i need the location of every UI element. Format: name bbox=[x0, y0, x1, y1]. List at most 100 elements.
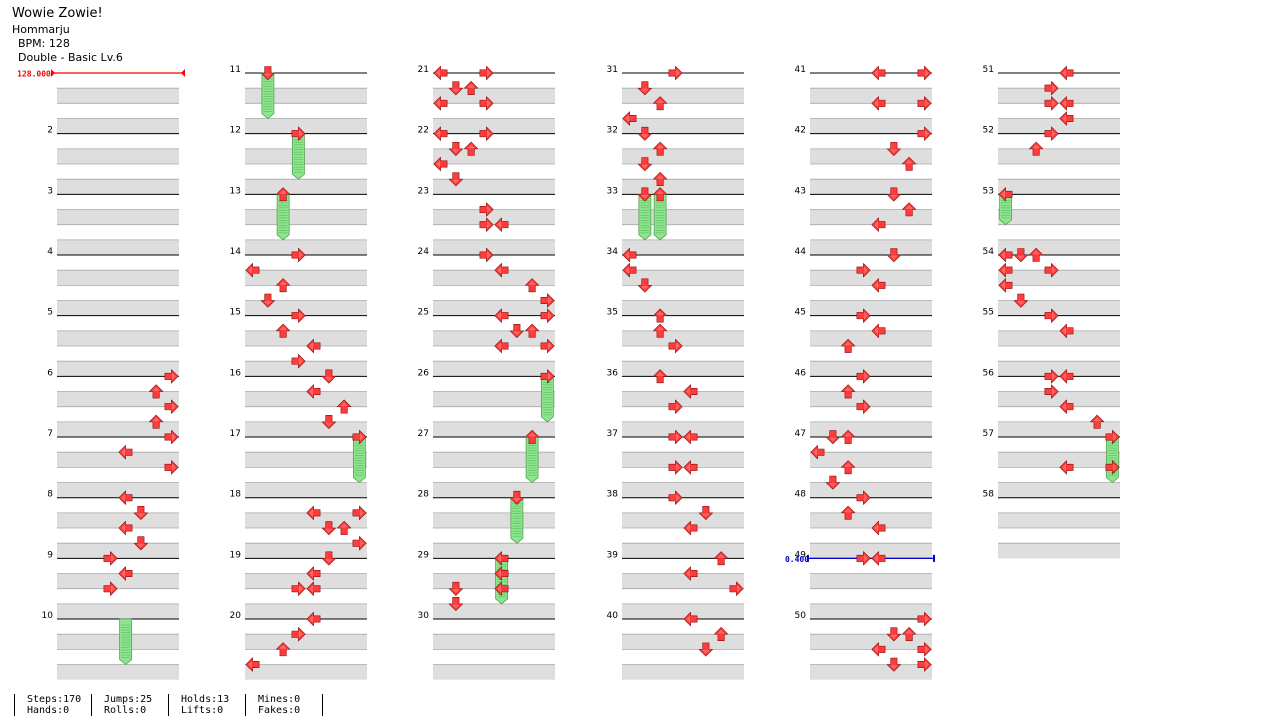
left-arrow-icon bbox=[494, 338, 509, 354]
left-arrow-icon bbox=[622, 111, 637, 126]
left-arrow-icon bbox=[871, 642, 886, 657]
beat-stripe bbox=[998, 482, 1120, 498]
right-arrow-icon bbox=[1044, 96, 1059, 111]
beat-stripe bbox=[57, 209, 179, 225]
up-arrow-icon bbox=[525, 429, 540, 444]
measure bbox=[810, 193, 932, 256]
up-arrow-icon bbox=[653, 308, 668, 323]
right-arrow-icon bbox=[856, 551, 871, 566]
beat-stripe bbox=[810, 452, 932, 468]
measure-number: 47 bbox=[795, 429, 806, 439]
beat-stripe bbox=[998, 270, 1120, 286]
up-arrow-icon bbox=[525, 278, 540, 293]
bpm-marker: 128.000 bbox=[17, 69, 185, 79]
left-arrow-icon bbox=[871, 551, 886, 566]
up-arrow-icon bbox=[653, 96, 668, 111]
song-artist: Hommarju bbox=[12, 23, 70, 36]
right-arrow-icon bbox=[479, 247, 494, 263]
measure bbox=[245, 618, 367, 680]
measure bbox=[810, 375, 932, 438]
measure bbox=[810, 254, 932, 316]
beat-stripe bbox=[810, 391, 932, 407]
beat-stripe bbox=[245, 664, 367, 680]
measure-number: 34 bbox=[607, 247, 619, 257]
up-arrow-icon bbox=[337, 520, 352, 535]
left-arrow-icon bbox=[494, 217, 509, 232]
measure-number: 30 bbox=[418, 611, 430, 621]
down-arrow-icon bbox=[321, 415, 336, 429]
beat-stripe bbox=[810, 664, 932, 680]
up-arrow-icon bbox=[276, 187, 291, 202]
right-arrow-icon bbox=[479, 217, 494, 232]
hold-note bbox=[999, 193, 1013, 226]
measure-number: 55 bbox=[983, 308, 994, 318]
beat-stripe bbox=[433, 361, 555, 377]
down-arrow-icon bbox=[637, 126, 652, 141]
measure bbox=[998, 375, 1120, 438]
hold-note bbox=[653, 193, 667, 241]
beat-stripe bbox=[57, 88, 179, 104]
song-info: Wowie Zowie! Hommarju BPM: 128 Double - … bbox=[12, 6, 123, 64]
left-arrow-icon bbox=[1059, 323, 1074, 338]
stat-lifts: Lifts:0 bbox=[181, 705, 224, 716]
beat-stripe bbox=[810, 239, 932, 256]
measure-number: 15 bbox=[230, 308, 241, 318]
stats-holds-lifts: Holds:13 Lifts:0 bbox=[168, 694, 246, 716]
left-arrow-icon bbox=[871, 96, 886, 111]
hold-note bbox=[540, 375, 554, 423]
beat-stripe bbox=[622, 300, 744, 316]
right-arrow-icon bbox=[479, 126, 494, 141]
beat-stripe bbox=[245, 421, 367, 438]
left-arrow-icon bbox=[998, 263, 1013, 278]
beat-stripe bbox=[57, 664, 179, 680]
right-arrow-icon bbox=[164, 369, 179, 384]
up-arrow-icon bbox=[902, 156, 917, 171]
measure-number: 7 bbox=[47, 429, 53, 439]
measure-number: 24 bbox=[418, 247, 430, 257]
beat-stripe bbox=[245, 148, 367, 165]
left-arrow-icon bbox=[494, 581, 509, 596]
measure-number: 21 bbox=[418, 65, 429, 75]
beat-stripe bbox=[57, 482, 179, 498]
beat-stripe bbox=[433, 512, 555, 529]
beat-stripe bbox=[998, 300, 1120, 316]
right-arrow-icon bbox=[917, 96, 932, 111]
beat-stripe bbox=[433, 118, 555, 134]
left-arrow-icon bbox=[433, 65, 448, 81]
up-arrow-icon bbox=[525, 323, 540, 338]
left-arrow-icon bbox=[683, 566, 698, 581]
hold-note bbox=[352, 436, 366, 484]
beat-stripe bbox=[810, 634, 932, 650]
measure bbox=[57, 254, 179, 316]
beat-stripe bbox=[622, 482, 744, 498]
beat-stripe bbox=[622, 543, 744, 559]
left-arrow-icon bbox=[118, 566, 133, 581]
beat-stripe bbox=[57, 391, 179, 407]
beat-stripe bbox=[622, 118, 744, 134]
right-arrow-icon bbox=[856, 308, 871, 323]
down-arrow-icon bbox=[886, 187, 901, 202]
down-arrow-icon bbox=[886, 657, 901, 672]
beat-stripe bbox=[998, 391, 1120, 407]
measure-number: 5 bbox=[47, 308, 53, 318]
up-arrow-icon bbox=[653, 141, 668, 156]
measure-number: 33 bbox=[607, 186, 618, 196]
left-arrow-icon bbox=[871, 217, 886, 232]
beat-stripe bbox=[622, 664, 744, 680]
down-arrow-icon bbox=[133, 536, 148, 551]
beat-stripe bbox=[245, 300, 367, 316]
beat-stripe bbox=[622, 512, 744, 529]
left-arrow-icon bbox=[306, 338, 321, 354]
down-arrow-icon bbox=[637, 278, 652, 293]
beat-stripe bbox=[622, 88, 744, 104]
song-difficulty: Double - Basic Lv.6 bbox=[18, 51, 123, 64]
beat-stripe bbox=[810, 421, 932, 438]
beat-stripe bbox=[810, 573, 932, 589]
left-arrow-icon bbox=[306, 581, 321, 596]
right-arrow-icon bbox=[668, 490, 683, 505]
stat-hands: Hands:0 bbox=[27, 705, 70, 716]
beat-stripe bbox=[810, 179, 932, 195]
right-arrow-icon bbox=[917, 642, 932, 657]
measure bbox=[245, 557, 367, 620]
up-arrow-icon bbox=[1029, 141, 1044, 156]
